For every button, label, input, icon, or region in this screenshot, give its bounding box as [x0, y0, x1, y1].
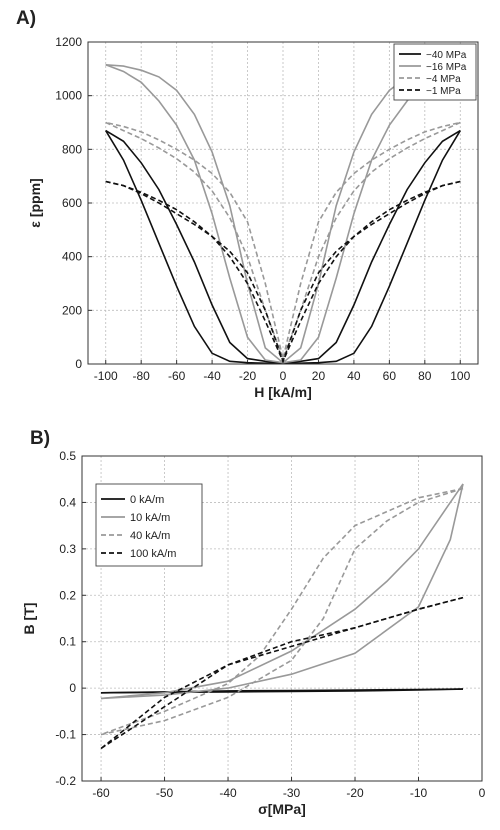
y-tick-label: -0.2: [55, 774, 76, 788]
y-tick-label: 1000: [55, 89, 82, 103]
x-tick-label: -20: [346, 786, 364, 800]
x-tick-label: -60: [92, 786, 110, 800]
x-tick-label: 20: [312, 369, 326, 383]
legend: −40 MPa−16 MPa−4 MPa−1 MPa: [393, 43, 477, 101]
series-line: [105, 121, 461, 362]
x-tick-label: -80: [133, 369, 151, 383]
legend-entry-label: 40 kA/m: [130, 530, 170, 542]
series-line: [100, 487, 464, 736]
panel-a-label: A): [16, 8, 36, 29]
y-tick-label: 0.4: [59, 495, 76, 509]
y-tick-label: 0.5: [59, 449, 76, 463]
y-axis-label: ε [ppm]: [27, 178, 43, 227]
plot-frame: [81, 455, 483, 782]
x-tick-label: -20: [239, 369, 257, 383]
series-line: [100, 487, 464, 736]
x-tick-label: 40: [347, 369, 361, 383]
series-line: [100, 483, 464, 700]
series-line: [100, 596, 464, 750]
legend-entry-label: 0 kA/m: [130, 494, 164, 506]
series-line: [100, 688, 464, 694]
x-tick-label: -10: [410, 786, 428, 800]
y-tick-label: 0: [75, 357, 82, 371]
series-line: [100, 483, 464, 700]
y-tick-label: 400: [62, 250, 82, 264]
y-tick-label: -0.1: [55, 728, 76, 742]
panel-a-chart: -100 -80 -60 -40 -20 0 20 40 60 80 100020040060080…: [27, 35, 479, 400]
legend-entry-label: 100 kA/m: [130, 548, 176, 560]
legend-entry-label: −1 MPa: [426, 86, 461, 97]
y-tick-label: 0.3: [59, 542, 76, 556]
x-axis-label: σ[MPa]: [258, 801, 306, 817]
series-line: [105, 121, 461, 362]
series-line: [105, 180, 461, 364]
x-tick-label: 100: [450, 369, 470, 383]
x-tick-label: -40: [203, 369, 221, 383]
series-line: [100, 596, 464, 750]
legend-entry-label: −4 MPa: [426, 74, 461, 85]
x-tick-label: 60: [383, 369, 397, 383]
x-tick-label: -50: [156, 786, 174, 800]
x-tick-label: -60: [168, 369, 186, 383]
panel-b-chart: -60 -50 -40 -30 -20 -10 0 -0.2 -0.1 0 0.1 0.2 0.3 0.4…: [21, 449, 486, 817]
y-tick-label: 0.2: [59, 588, 76, 602]
legend-entry-label: 10 kA/m: [130, 512, 170, 524]
x-tick-label: -30: [283, 786, 301, 800]
x-axis-label: H [kA/m]: [254, 384, 312, 400]
x-tick-label: -40: [219, 786, 237, 800]
x-tick-label: 0: [280, 369, 287, 383]
y-tick-label: 1200: [55, 35, 82, 49]
legend-entry-label: −16 MPa: [426, 62, 467, 73]
x-tick-label: 0: [479, 786, 486, 800]
y-tick-label: 200: [62, 303, 82, 317]
legend: 0 kA/m 10 kA/m 40 kA/m 100 kA/m: [95, 483, 203, 567]
x-tick-label: -100: [94, 369, 118, 383]
y-tick-label: 0.1: [59, 635, 76, 649]
legend-entry-label: −40 MPa: [426, 50, 467, 61]
x-tick-label: 80: [418, 369, 432, 383]
y-axis-label: B [T]: [21, 603, 37, 635]
panel-b-label: B): [30, 428, 50, 449]
y-tick-label: 600: [62, 196, 82, 210]
plot-frame: [87, 41, 479, 365]
y-tick-label: 0: [69, 681, 76, 695]
y-tick-label: 800: [62, 142, 82, 156]
